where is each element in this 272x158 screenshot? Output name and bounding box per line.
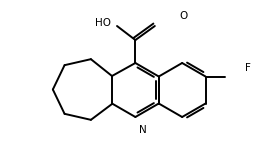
Text: HO: HO <box>95 18 111 28</box>
Text: F: F <box>245 63 251 73</box>
Text: O: O <box>179 11 187 21</box>
Text: N: N <box>139 125 147 135</box>
